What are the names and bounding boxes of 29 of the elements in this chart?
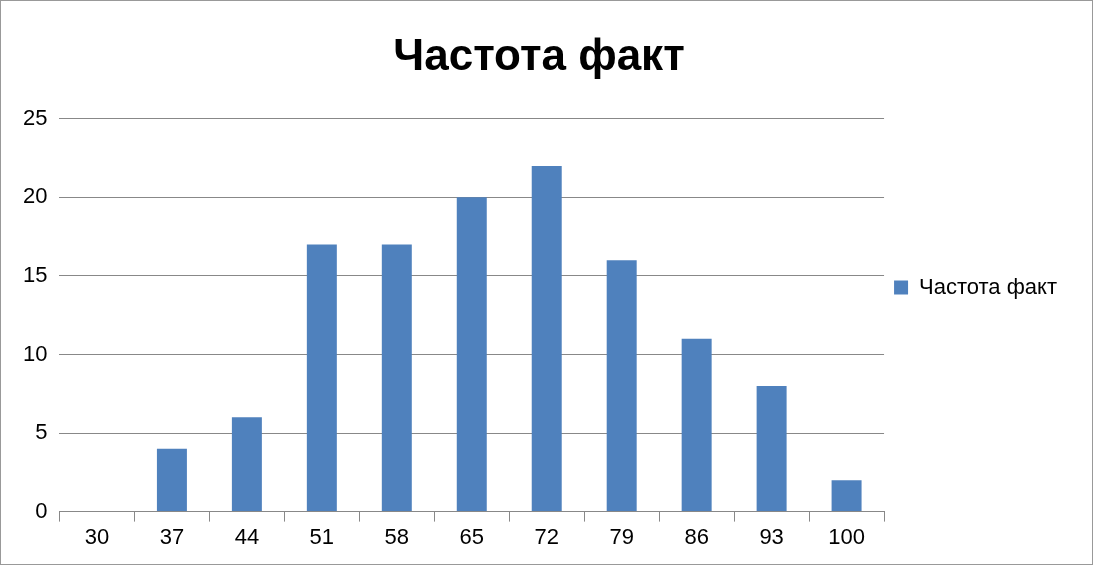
chart-title: Частота факт bbox=[393, 29, 685, 79]
x-tick-label: 58 bbox=[384, 523, 410, 549]
bar bbox=[381, 244, 412, 512]
bar bbox=[756, 385, 787, 512]
bar bbox=[306, 244, 337, 512]
y-tick-label: 20 bbox=[22, 183, 48, 209]
bar bbox=[681, 338, 712, 512]
y-tick-label: 25 bbox=[22, 104, 48, 130]
x-tick-label: 100 bbox=[828, 523, 865, 549]
y-tick-label: 10 bbox=[22, 340, 48, 366]
y-tick-label: 5 bbox=[35, 419, 48, 445]
x-tick-label: 51 bbox=[309, 523, 335, 549]
bar bbox=[831, 480, 862, 512]
bar bbox=[231, 417, 262, 512]
x-tick-label: 44 bbox=[234, 523, 260, 549]
bar bbox=[456, 197, 487, 512]
x-tick-label: 65 bbox=[459, 523, 485, 549]
bar bbox=[156, 448, 187, 512]
x-tick-label: 30 bbox=[84, 523, 110, 549]
y-tick-label: 0 bbox=[35, 497, 48, 523]
x-tick-label: 86 bbox=[684, 523, 709, 549]
x-tick-label: 37 bbox=[159, 523, 185, 549]
bar bbox=[531, 165, 562, 512]
legend-label: Частота факт bbox=[919, 273, 1058, 299]
bar bbox=[606, 260, 637, 512]
x-tick-label: 79 bbox=[609, 523, 634, 549]
x-tick-label: 72 bbox=[534, 523, 559, 549]
x-tick-label: 93 bbox=[759, 523, 784, 549]
y-tick-label: 15 bbox=[22, 261, 48, 287]
